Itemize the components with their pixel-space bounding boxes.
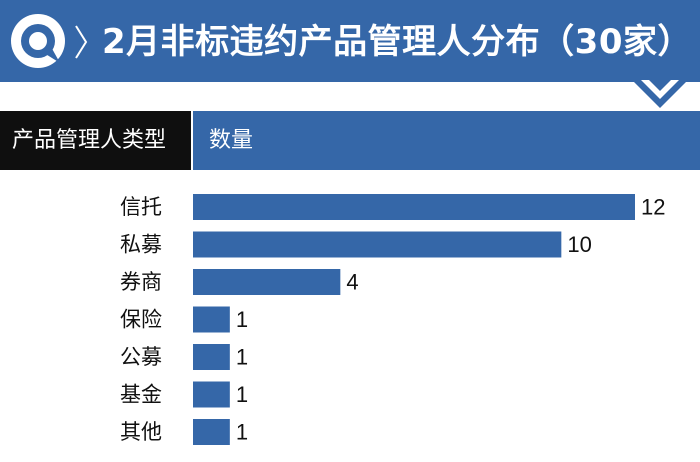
table-header: 产品管理人类型 数量 bbox=[0, 111, 700, 170]
header-type-label: 产品管理人类型 bbox=[0, 111, 191, 170]
value-label: 1 bbox=[236, 345, 248, 370]
value-label: 10 bbox=[567, 232, 591, 257]
bar bbox=[193, 231, 562, 258]
category-label: 私募 bbox=[120, 233, 162, 257]
category-label: 公募 bbox=[120, 345, 162, 369]
value-label: 4 bbox=[346, 270, 358, 295]
value-label: 1 bbox=[236, 307, 248, 332]
bar bbox=[193, 419, 230, 445]
value-label: 12 bbox=[641, 195, 665, 220]
chart-title: 2月非标违约产品管理人分布（30家） bbox=[102, 22, 692, 62]
bar-chart: 信托 12 私募 10 券商 4 保险 1 公募 1 基金 1 其他 1 bbox=[120, 194, 665, 445]
bar bbox=[193, 381, 230, 408]
value-label: 1 bbox=[236, 382, 248, 407]
value-label: 1 bbox=[236, 420, 248, 445]
category-label: 信托 bbox=[120, 195, 162, 219]
bar bbox=[193, 194, 635, 220]
category-label: 券商 bbox=[120, 270, 162, 294]
angle-separator-icon bbox=[75, 25, 88, 59]
category-label: 其他 bbox=[120, 420, 162, 444]
category-label: 基金 bbox=[120, 383, 162, 407]
bar bbox=[193, 306, 230, 333]
header-qty-label: 数量 bbox=[193, 111, 700, 170]
bar bbox=[193, 269, 341, 295]
bar bbox=[193, 344, 230, 370]
title-bar: 2月非标违约产品管理人分布（30家） bbox=[0, 0, 700, 82]
circular-arrow-logo-icon bbox=[11, 14, 65, 68]
chevron-down-icon bbox=[632, 80, 688, 108]
category-label: 保险 bbox=[120, 308, 162, 332]
